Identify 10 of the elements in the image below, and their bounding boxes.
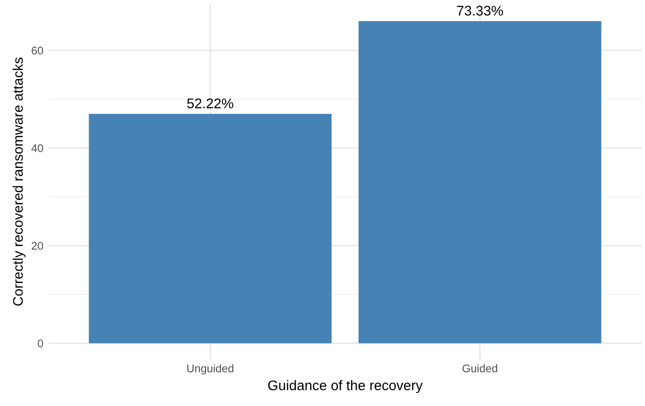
y-tick-label: 20	[32, 242, 44, 250]
x-axis-title: Guidance of the recovery	[268, 380, 423, 394]
y-axis-title: Correctly recovered ransomware attacks	[12, 58, 26, 306]
annotation: 52.22%	[187, 98, 234, 108]
annotation: 73.33%	[457, 6, 503, 16]
y-tick-label: 60	[32, 46, 44, 55]
y-tick-label: 40	[31, 144, 44, 152]
x-tick-label: Unguided	[187, 364, 234, 375]
y-tick-label: 0	[38, 339, 44, 348]
x-tick-label: Guided	[462, 364, 498, 372]
